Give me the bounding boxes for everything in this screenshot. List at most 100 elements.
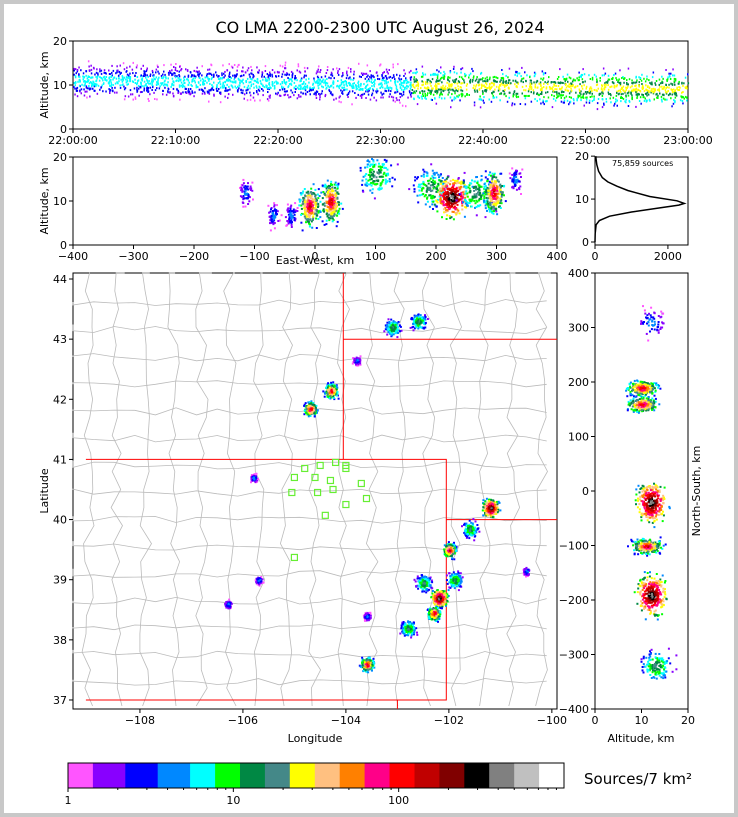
density-cell [656, 92, 658, 95]
density-cell [445, 180, 448, 183]
density-cell [196, 66, 198, 69]
density-cell [420, 326, 423, 329]
density-cell [316, 411, 318, 414]
density-cell [598, 93, 601, 96]
density-cell [249, 98, 252, 101]
density-cell [233, 64, 236, 66]
density-cell [442, 201, 445, 204]
density-cell [324, 200, 327, 203]
density-cell [492, 173, 495, 176]
density-cell [514, 180, 517, 183]
density-cell [355, 88, 358, 91]
density-cell [470, 198, 473, 201]
density-cell [502, 73, 504, 76]
density-cell [340, 101, 342, 104]
density-cell [673, 77, 676, 80]
density-cell [271, 81, 274, 83]
density-cell [334, 181, 337, 184]
density-cell [265, 84, 267, 87]
density-cell [288, 78, 290, 81]
density-cell [273, 205, 276, 208]
density-cell [120, 71, 122, 74]
density-cell [158, 76, 160, 79]
density-cell [588, 101, 591, 104]
density-cell [295, 85, 297, 88]
density-cell [460, 71, 462, 74]
density-cell [332, 219, 335, 221]
density-cell [456, 194, 459, 197]
density-cell [413, 318, 416, 320]
density-cell [241, 184, 244, 187]
density-cell [232, 93, 234, 96]
density-cell [456, 82, 458, 85]
density-cell [328, 386, 331, 389]
density-cell [450, 216, 453, 219]
density-cell [420, 321, 423, 324]
density-cell [160, 82, 162, 85]
density-cell [490, 190, 493, 192]
density-cell [178, 75, 181, 78]
density-cell [552, 89, 555, 92]
density-cell [419, 316, 422, 319]
density-cell [393, 327, 396, 330]
density-cell [346, 72, 348, 75]
density-cell [313, 415, 316, 418]
density-cell [326, 202, 329, 205]
density-cell [546, 91, 549, 94]
density-cell [435, 190, 438, 193]
density-cell [331, 198, 334, 201]
density-cell [108, 82, 110, 85]
time-x-tick: 22:20:00 [253, 134, 302, 147]
density-cell [210, 88, 212, 91]
density-cell [93, 85, 96, 88]
density-cell [442, 90, 444, 93]
density-cell [436, 87, 438, 90]
density-cell [382, 78, 384, 81]
density-cell [360, 76, 362, 78]
density-cell [166, 84, 169, 87]
density-cell [284, 67, 286, 70]
density-cell [325, 390, 328, 393]
density-cell [309, 415, 312, 417]
density-cell [81, 83, 83, 86]
density-cell [385, 326, 388, 329]
density-cell [331, 220, 334, 223]
density-cell [601, 106, 604, 109]
density-cell [511, 173, 514, 176]
density-cell [362, 72, 365, 75]
density-cell [513, 183, 516, 186]
density-cell [541, 91, 543, 94]
density-cell [593, 95, 595, 98]
density-cell [347, 92, 350, 95]
density-cell [321, 184, 324, 187]
density-cell [357, 359, 360, 362]
density-cell [242, 70, 244, 73]
density-cell [433, 180, 436, 183]
density-cell [371, 78, 373, 81]
density-cell [390, 87, 393, 90]
density-cell [361, 179, 364, 182]
density-cell [304, 89, 307, 92]
density-cell [291, 76, 294, 79]
density-cell [155, 76, 158, 79]
density-cell [452, 68, 455, 70]
density-cell [368, 171, 371, 174]
density-cell [422, 81, 424, 84]
time-ylabel: Altitude, km [38, 51, 51, 118]
density-cell [585, 85, 588, 88]
density-cell [315, 81, 317, 84]
density-cell [392, 66, 394, 69]
density-cell [412, 323, 415, 325]
density-cell [326, 66, 329, 68]
density-cell [381, 77, 384, 80]
density-cell [467, 186, 470, 189]
density-cell [507, 87, 510, 90]
density-cell [364, 77, 367, 80]
density-cell [306, 210, 309, 213]
density-cell [154, 78, 156, 81]
density-cell [268, 95, 270, 98]
density-cell [646, 75, 648, 78]
density-cell [490, 198, 493, 201]
density-cell [352, 78, 354, 81]
density-cell [390, 95, 393, 98]
